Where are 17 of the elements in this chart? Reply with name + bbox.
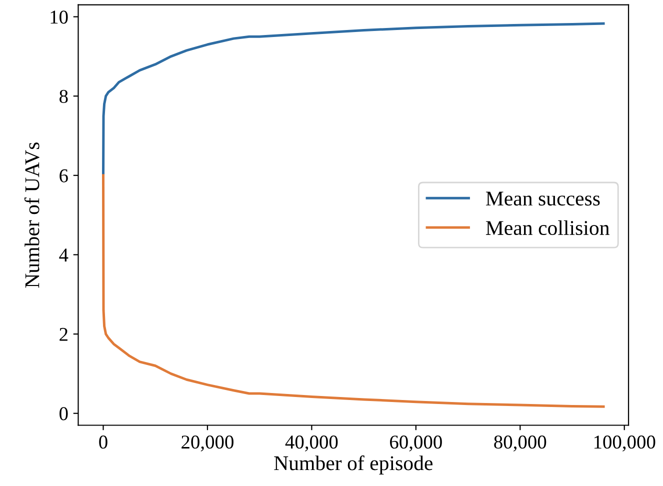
y-tick-label: 10 [50, 10, 68, 24]
x-tick-label: 0 [99, 436, 108, 449]
x-tick-label: 40,000 [285, 436, 338, 452]
x-tick-label: 20,000 [182, 436, 234, 452]
legend-label: Mean collision [486, 220, 610, 236]
line-series [102, 22, 605, 177]
x-tick-label: 80,000 [494, 436, 546, 452]
y-tick-label: 0 [60, 407, 68, 420]
y-axis-title: Number of UAVs [24, 142, 40, 288]
y-tick-label: 2 [60, 328, 68, 341]
x-tick-label: 100,000 [594, 436, 656, 452]
x-tick-label: 60,000 [390, 436, 442, 452]
y-tick-label: 4 [59, 248, 68, 262]
legend-label: Mean success [486, 192, 600, 206]
y-tick-label: 6 [60, 169, 68, 182]
x-axis-title: Number of episode [274, 455, 432, 474]
y-tick-label: 8 [60, 90, 68, 104]
